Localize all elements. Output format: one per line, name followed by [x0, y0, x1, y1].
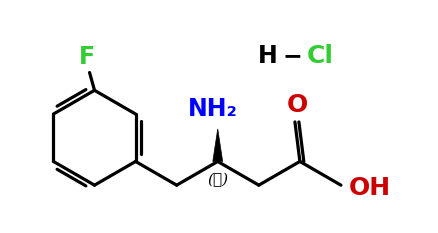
- Text: NH₂: NH₂: [187, 97, 237, 121]
- Polygon shape: [212, 129, 222, 161]
- Text: F: F: [78, 45, 95, 69]
- Text: Cl: Cl: [306, 44, 333, 68]
- Text: O: O: [286, 93, 307, 117]
- Text: OH: OH: [348, 176, 390, 200]
- Text: −: −: [282, 44, 301, 68]
- Text: H: H: [257, 44, 277, 68]
- Text: (ℜ): (ℜ): [207, 173, 228, 188]
